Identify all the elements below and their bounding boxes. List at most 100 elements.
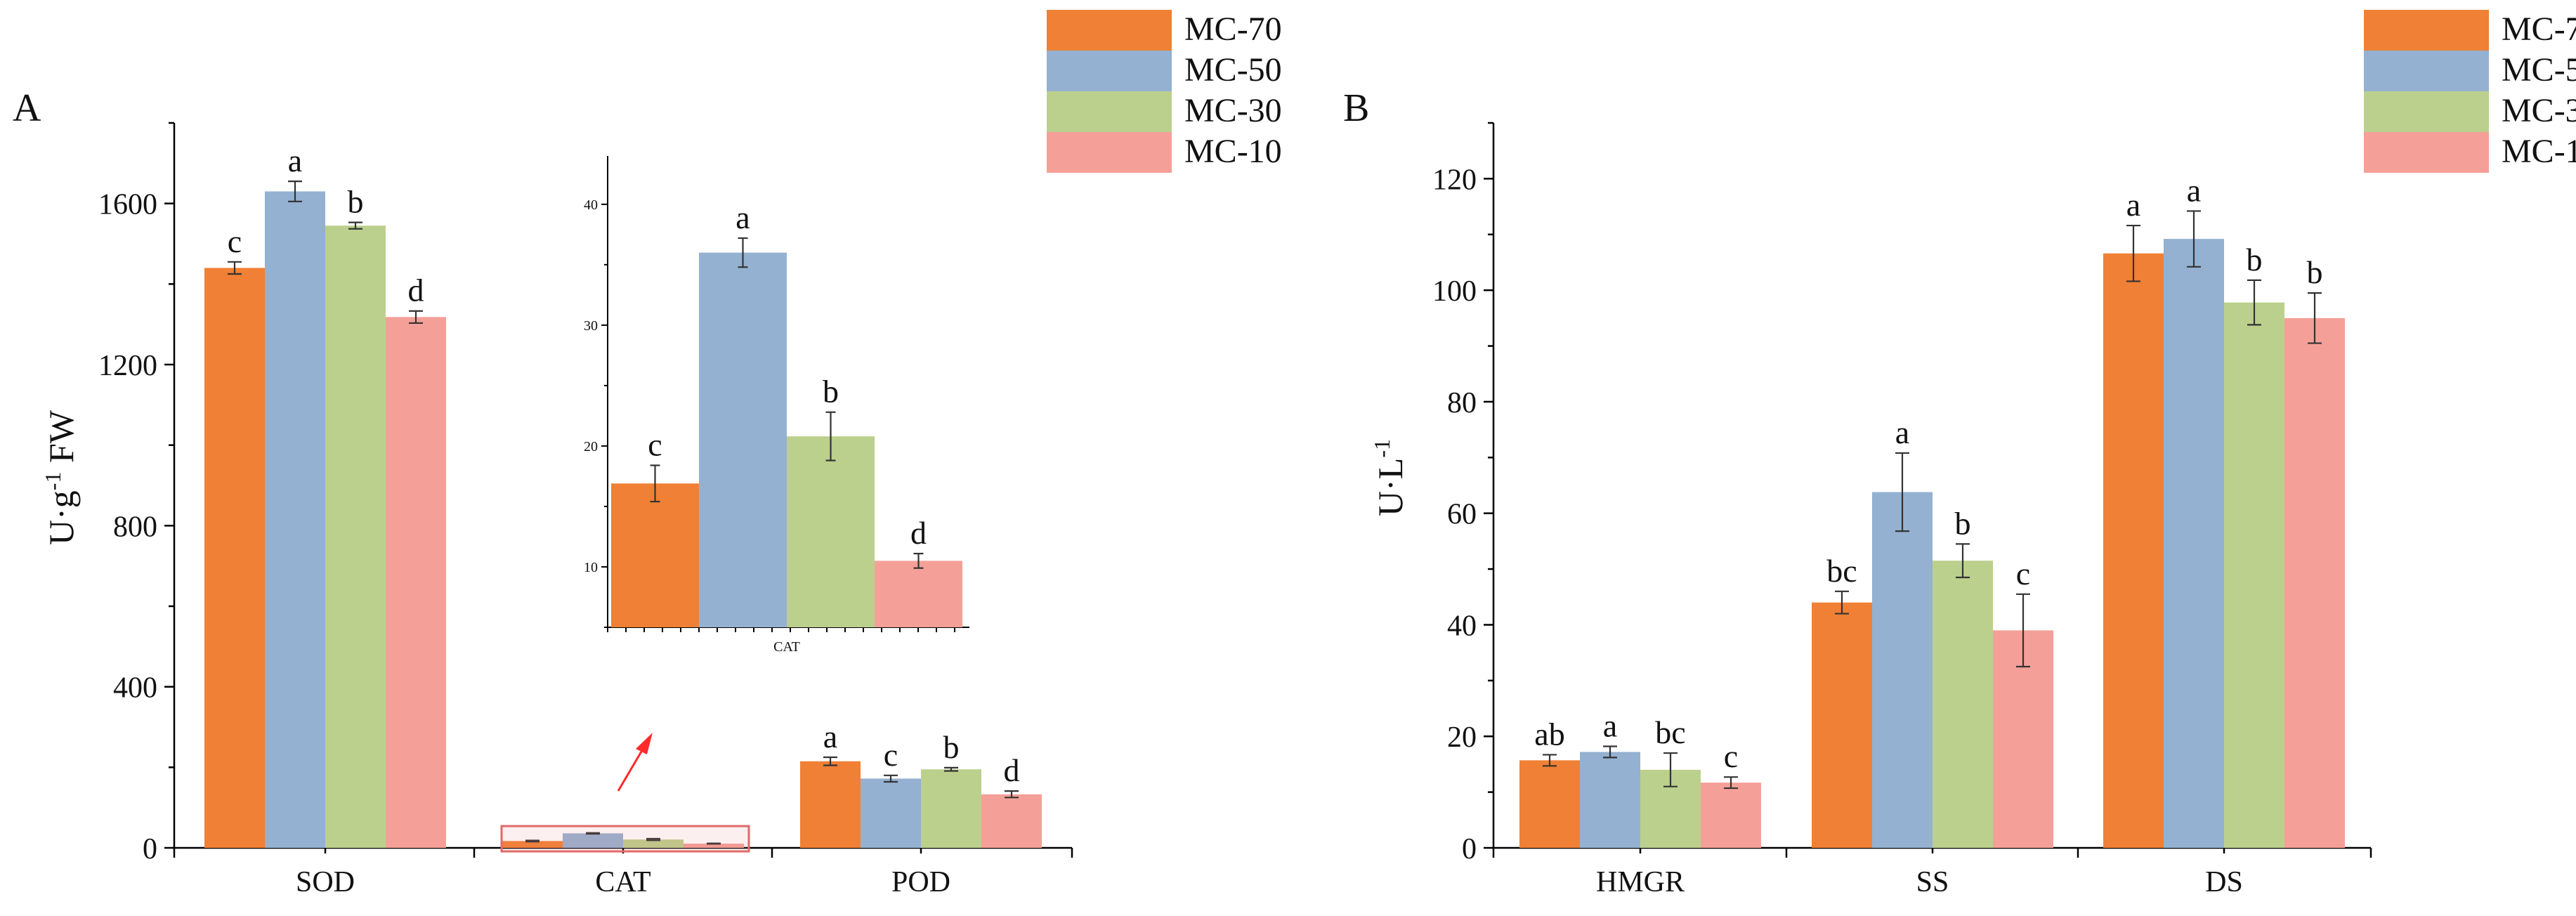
error-bar-ss-mc-10: [2016, 593, 2030, 668]
error-bar-ss-mc-30: [1956, 543, 1970, 579]
panel-a-legend-label-mc-50: MC-50: [1184, 51, 1282, 89]
category-label-sod: SOD: [296, 866, 355, 898]
error-bar-pod-mc-70: [823, 756, 837, 766]
bar-sod-mc-30: [325, 225, 386, 848]
error-bar-hmgr-mc-50: [1603, 745, 1617, 759]
panel-a-y-tick-label: 800: [113, 511, 157, 543]
significance-letter-ds-mc-50: a: [2187, 172, 2201, 208]
error-bar-sod-mc-30: [348, 221, 362, 230]
inset-bar-mc-50: [699, 252, 787, 628]
panel-a-legend-swatch-mc-70: [1047, 10, 1172, 51]
cat-highlight-box: [500, 825, 750, 853]
error-bar-pod-mc-10: [1005, 790, 1019, 799]
bar-cat-mc-10: [684, 843, 744, 848]
error-bar-sod-mc-70: [228, 261, 242, 275]
category-label-pod: POD: [891, 866, 950, 898]
bar-ss-mc-30: [1933, 561, 1993, 848]
significance-letter-ss-mc-10: c: [2016, 556, 2030, 591]
bar-hmgr-mc-70: [1519, 760, 1580, 848]
panel-b-legend-swatch-mc-10: [2364, 132, 2489, 173]
significance-letter-sod-mc-30: b: [348, 184, 364, 220]
panel-a-y-tick-label: 1600: [98, 189, 157, 221]
error-bar-cat-mc-50: [586, 832, 600, 835]
panel-b-y-tick-label: 80: [1447, 387, 1477, 419]
inset-error-bar-mc-10: [913, 552, 924, 569]
error-bar-sod-mc-50: [288, 181, 302, 202]
significance-letter-sod-mc-70: c: [228, 223, 242, 259]
bar-ds-mc-10: [2284, 318, 2345, 848]
significance-letter-pod-mc-70: a: [823, 719, 837, 754]
error-bar-ds-mc-10: [2308, 292, 2322, 344]
panel-a: A U·g-1 FW 0 400 800 1200 1600 SOD CAT POD c a b d…: [13, 10, 1282, 898]
panel-a-y-tick-label: 400: [113, 672, 157, 705]
inset-pointer-arrow-head: [636, 733, 653, 754]
bar-pod-mc-50: [861, 778, 921, 848]
category-label-ds: DS: [2205, 866, 2243, 898]
panel-b-y-tick-label: 120: [1432, 164, 1477, 196]
significance-letter-ds-mc-30: b: [2247, 242, 2263, 277]
significance-letter-ss-mc-70: bc: [1826, 553, 1857, 589]
error-bar-hmgr-mc-70: [1543, 754, 1557, 767]
significance-letter-hmgr-mc-70: ab: [1534, 716, 1564, 752]
significance-letter-pod-mc-30: b: [943, 729, 960, 765]
panel-b-label: B: [1343, 86, 1369, 130]
panel-b-y-axis-label: U·L-1: [1369, 439, 1410, 516]
bar-hmgr-mc-10: [1701, 783, 1761, 848]
inset-bar-mc-10: [875, 561, 962, 627]
error-bar-cat-mc-30: [646, 837, 660, 842]
error-bar-ds-mc-50: [2187, 210, 2201, 268]
inset-y-tick-label: 30: [584, 318, 598, 334]
inset-pointer-arrow-line: [617, 746, 646, 792]
error-bar-pod-mc-50: [884, 774, 898, 783]
panel-b-legend-swatch-mc-50: [2364, 51, 2489, 91]
bar-pod-mc-70: [800, 761, 861, 848]
significance-letter-ds-mc-70: a: [2126, 187, 2140, 223]
bar-sod-mc-50: [265, 191, 325, 848]
bar-sod-mc-10: [386, 317, 446, 848]
error-bar-hmgr-mc-30: [1663, 752, 1678, 787]
significance-letter-hmgr-mc-10: c: [1724, 738, 1738, 774]
bar-ds-mc-70: [2103, 253, 2164, 848]
inset-significance-letter-mc-50: a: [735, 199, 750, 235]
bar-hmgr-mc-50: [1580, 752, 1640, 848]
panel-b-y-tick-label: 20: [1447, 721, 1477, 754]
panel-a-y-axis-label: U·g-1 FW: [40, 410, 81, 545]
panel-b-legend-label-mc-10: MC-10: [2502, 133, 2576, 170]
panel-a-bars: c a b d a c b d: [204, 143, 1042, 853]
inset-bar-mc-30: [787, 436, 875, 627]
significance-letter-hmgr-mc-30: bc: [1655, 714, 1685, 750]
inset-significance-letter-mc-30: b: [823, 374, 839, 410]
inset-significance-letter-mc-70: c: [648, 426, 662, 462]
panel-a-legend-label-mc-70: MC-70: [1184, 11, 1282, 48]
bar-ds-mc-50: [2164, 239, 2224, 848]
inset-significance-letter-mc-10: d: [910, 515, 927, 551]
significance-letter-sod-mc-10: d: [408, 273, 424, 308]
panel-a-legend-swatch-mc-50: [1047, 51, 1172, 91]
significance-letter-pod-mc-10: d: [1004, 752, 1020, 788]
inset-x-axis-label: CAT: [773, 639, 800, 655]
bar-ss-mc-70: [1812, 602, 1872, 848]
inset-error-bar-mc-30: [825, 411, 836, 462]
inset-y-tick-label: 20: [584, 439, 598, 454]
panel-a-legend-swatch-mc-30: [1047, 91, 1172, 132]
panel-a-y-tick-label: 1200: [98, 350, 157, 382]
inset-y-tick-label: 10: [584, 560, 598, 575]
bar-ds-mc-30: [2224, 302, 2284, 848]
significance-letter-ss-mc-30: b: [1955, 505, 1971, 541]
significance-letter-hmgr-mc-50: a: [1603, 708, 1617, 744]
panel-b-legend-swatch-mc-30: [2364, 91, 2489, 132]
panel-a-y-tick-label: 0: [143, 833, 157, 865]
significance-letter-pod-mc-50: c: [884, 737, 898, 773]
bar-cat-mc-30: [623, 839, 684, 848]
error-bar-pod-mc-30: [944, 766, 958, 772]
inset-y-tick-label: 40: [584, 197, 598, 213]
panel-b-legend-swatch-mc-70: [2364, 10, 2489, 51]
error-bar-ss-mc-50: [1895, 452, 1909, 532]
error-bar-ds-mc-30: [2247, 279, 2261, 326]
panel-a-legend-swatch-mc-10: [1047, 132, 1172, 173]
